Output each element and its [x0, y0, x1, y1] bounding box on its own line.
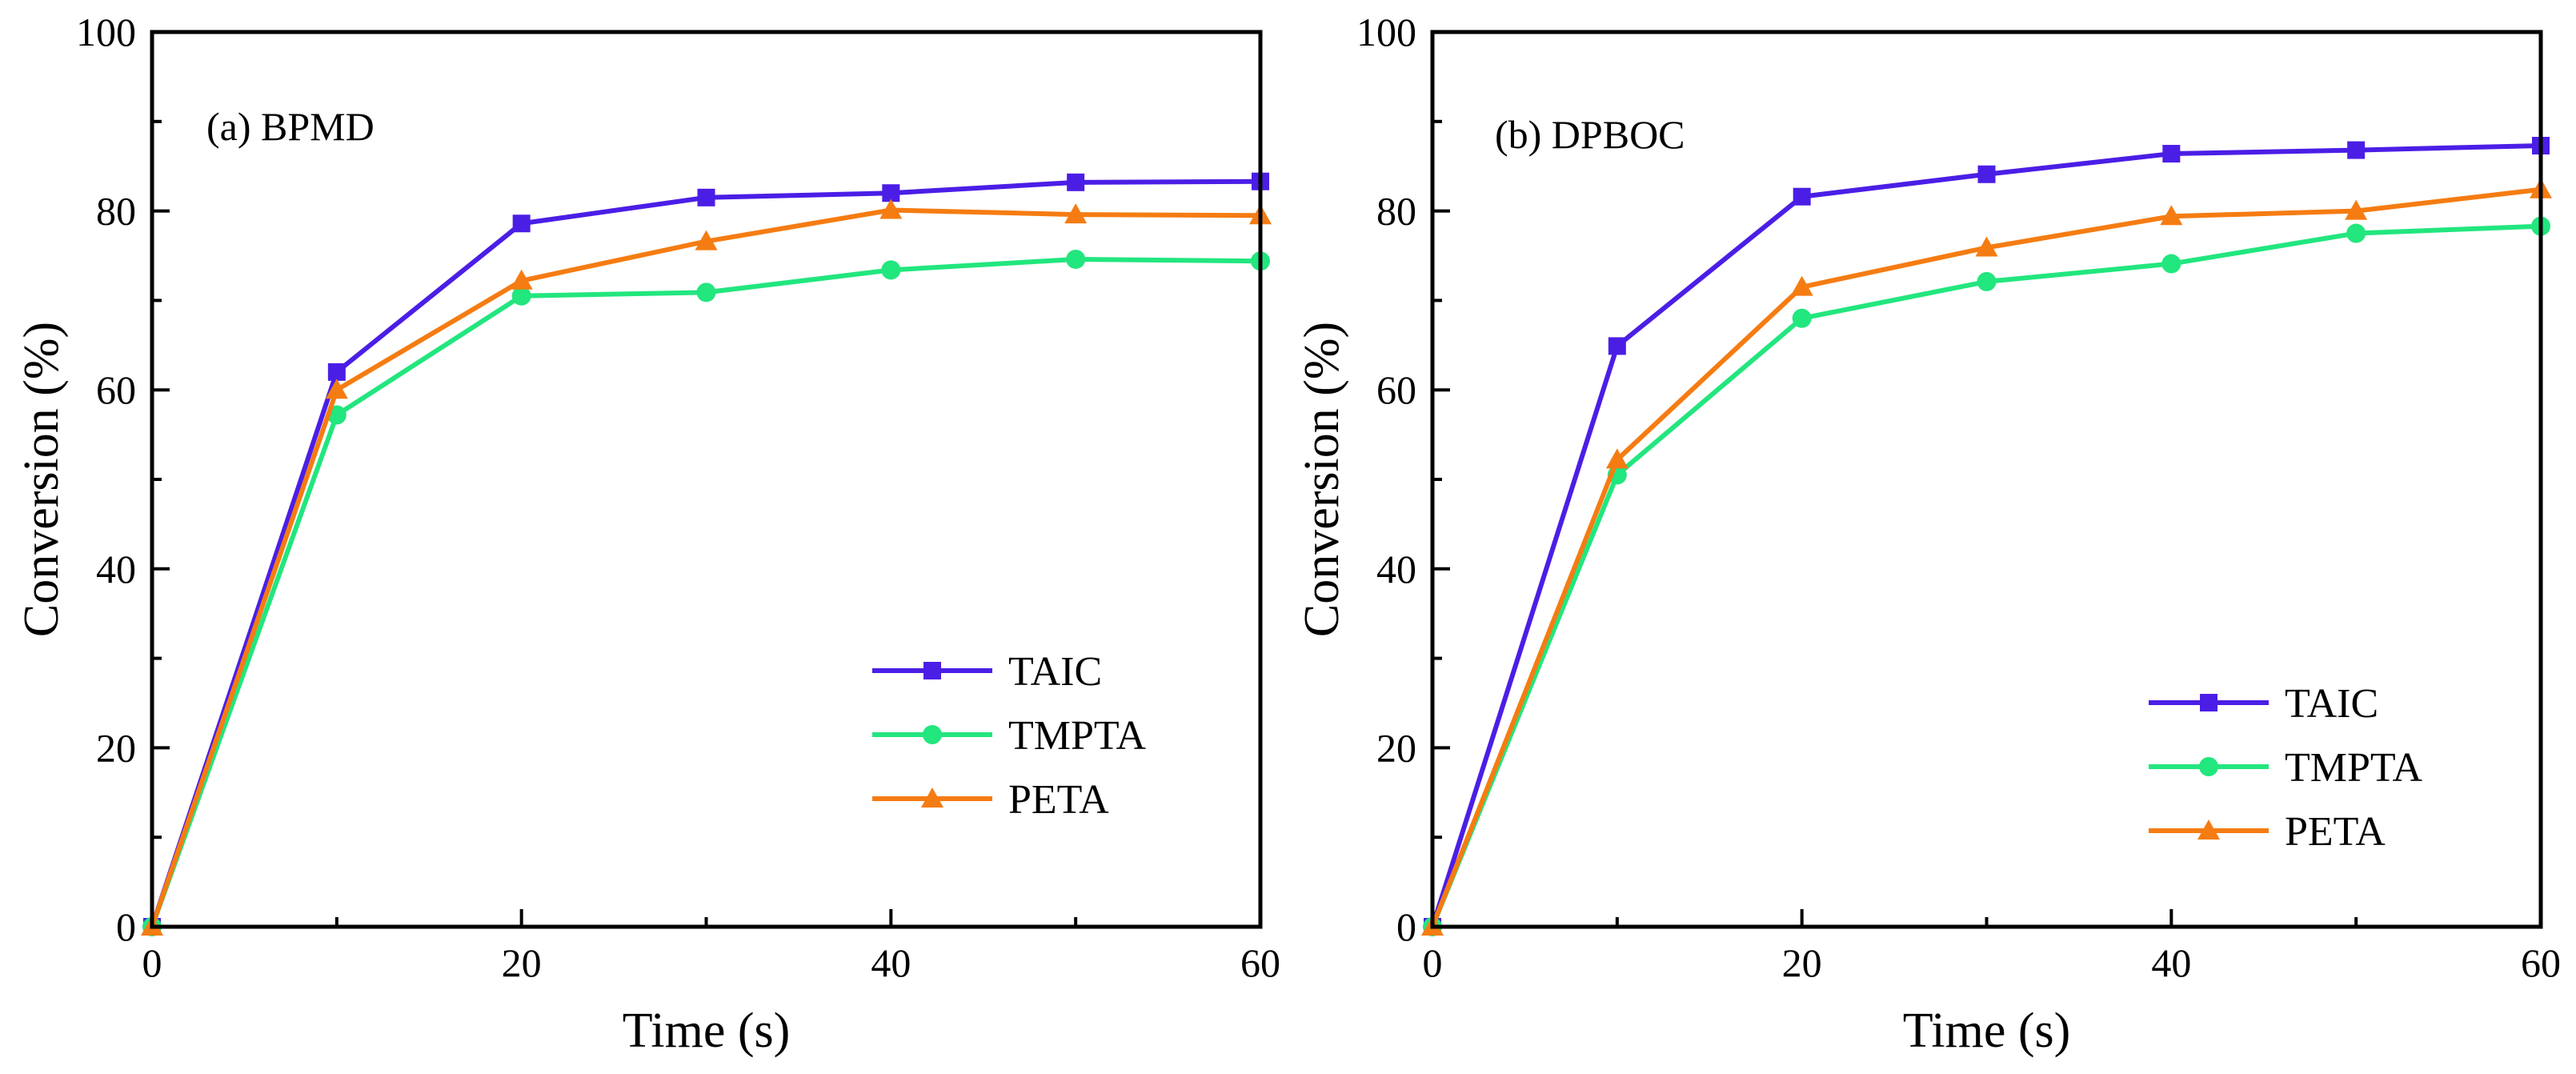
legend-label: PETA	[1008, 777, 1109, 823]
y-tick-label: 40	[1376, 547, 1416, 591]
legend-label: TAIC	[1008, 649, 1102, 695]
x-tick-label: 40	[2151, 940, 2191, 985]
legend-item-peta: PETA	[2149, 809, 2386, 855]
data-point-peta	[879, 198, 903, 219]
data-point-peta	[325, 379, 348, 399]
data-point-tmpta	[696, 283, 716, 303]
x-tick-label: 0	[142, 940, 162, 985]
plot-area	[1421, 136, 2552, 936]
data-point-peta	[2345, 199, 2368, 220]
x-tick-label: 40	[871, 940, 911, 985]
data-point-taic	[697, 188, 715, 206]
legend: TAIC TMPTA PETA	[2149, 681, 2423, 855]
x-tick-label: 0	[1423, 940, 1443, 985]
y-tick-label: 100	[1356, 10, 1416, 54]
data-point-tmpta	[2161, 254, 2181, 274]
y-axis-label: Conversion (%)	[14, 322, 69, 637]
legend-label: TMPTA	[1008, 713, 1147, 759]
y-tick-label: 0	[116, 904, 136, 949]
legend-marker	[921, 787, 943, 808]
data-point-tmpta	[2346, 223, 2366, 243]
data-point-peta	[1790, 275, 1813, 296]
legend-item-taic: TAIC	[872, 649, 1102, 695]
x-tick-label: 20	[502, 940, 542, 985]
x-tick-label: 20	[1782, 940, 1822, 985]
data-point-peta	[1975, 236, 1998, 257]
legend-marker	[923, 725, 942, 744]
legend-item-peta: PETA	[872, 777, 1109, 823]
y-axis-label: Conversion (%)	[1295, 322, 1349, 637]
data-point-tmpta	[1977, 271, 1997, 291]
data-point-taic	[512, 214, 531, 233]
series-line-tmpta	[150, 256, 1261, 928]
y-tick-label: 60	[96, 367, 136, 412]
data-point-peta	[695, 230, 718, 250]
data-point-peta	[1605, 448, 1629, 469]
y-tick-label: 80	[96, 189, 136, 234]
data-point-taic	[1608, 337, 1626, 355]
legend-label: PETA	[2285, 809, 2386, 855]
data-point-taic	[2347, 141, 2366, 159]
data-point-tmpta	[511, 286, 531, 306]
legend-marker	[2197, 820, 2220, 840]
data-point-tmpta	[1792, 308, 1812, 328]
legend-item-taic: TAIC	[2149, 681, 2378, 727]
chart-panel-bpmd: 0 20 40 60 0 20 40 60 80 100 Time (s) Conversion (%…	[14, 10, 1280, 1058]
legend-item-tmpta: TMPTA	[2149, 745, 2423, 791]
panel-title: (a) BPMD	[206, 104, 375, 149]
y-tick-label: 40	[96, 547, 136, 591]
x-tick-label: 60	[2521, 940, 2561, 985]
data-point-taic	[1793, 187, 1811, 206]
legend-marker	[2199, 757, 2218, 776]
legend-item-tmpta: TMPTA	[872, 713, 1147, 759]
data-point-peta	[2160, 205, 2183, 226]
y-tick-label: 100	[76, 10, 136, 54]
y-tick-label: 20	[1376, 725, 1416, 770]
y-tick-label: 60	[1376, 367, 1416, 412]
panel-title: (b) DPBOC	[1495, 112, 1685, 157]
legend: TAIC TMPTA PETA	[872, 649, 1147, 823]
x-axis-label: Time (s)	[1903, 1004, 2071, 1058]
y-tick-label: 0	[1396, 904, 1416, 949]
y-tick-label: 20	[96, 725, 136, 770]
legend-marker	[2200, 694, 2217, 711]
legend-label: TMPTA	[2285, 745, 2423, 791]
data-point-peta	[1064, 203, 1088, 224]
data-point-peta	[510, 269, 533, 290]
data-point-taic	[1067, 173, 1085, 191]
chart-panel-dpboc: 0 20 40 60 0 20 40 60 80 100 Time (s) Conversion (%…	[1295, 10, 2561, 1058]
data-point-tmpta	[1066, 249, 1086, 269]
data-point-taic	[1977, 165, 1996, 183]
data-point-taic	[882, 184, 900, 202]
data-point-tmpta	[881, 260, 901, 280]
legend-label: TAIC	[2285, 681, 2378, 727]
data-point-taic	[2162, 145, 2181, 163]
data-point-taic	[327, 363, 346, 381]
x-axis-label: Time (s)	[623, 1004, 791, 1058]
y-tick-label: 80	[1376, 189, 1416, 234]
x-tick-label: 60	[1240, 940, 1280, 985]
legend-marker	[923, 662, 941, 679]
